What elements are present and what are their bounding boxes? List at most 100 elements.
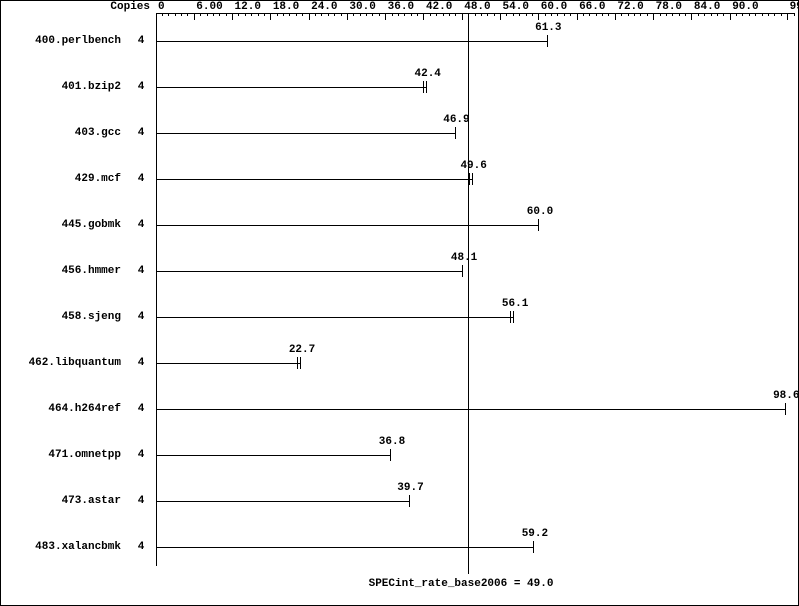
x-tick-minor	[207, 13, 208, 16]
x-tick-minor	[628, 13, 629, 16]
x-tick-minor	[283, 13, 284, 16]
bar-end-tick	[426, 81, 427, 93]
bar-line	[156, 271, 463, 272]
x-tick-minor	[328, 13, 329, 16]
benchmark-name: 400.perlbench	[1, 35, 121, 47]
x-tick-minor	[481, 13, 482, 16]
x-tick-label: 84.0	[694, 1, 720, 13]
bar-end-tick-2	[423, 81, 424, 93]
x-tick-minor	[162, 13, 163, 16]
x-tick-minor	[436, 13, 437, 16]
x-tick-major	[194, 13, 195, 20]
value-label: 48.1	[451, 252, 477, 264]
benchmark-name: 401.bzip2	[1, 81, 121, 93]
bar-end-tick-2	[510, 311, 511, 323]
x-tick-minor	[679, 13, 680, 16]
x-tick-major	[309, 13, 310, 20]
x-tick-minor	[513, 13, 514, 16]
value-label: 98.6	[773, 390, 799, 402]
bar-end-tick	[390, 449, 391, 461]
x-tick-major	[653, 13, 654, 20]
x-tick-minor	[672, 13, 673, 16]
copies-value: 4	[131, 449, 151, 461]
x-tick-minor	[589, 13, 590, 16]
x-tick-minor	[640, 13, 641, 16]
x-tick-minor	[768, 13, 769, 16]
reference-line	[468, 13, 470, 574]
row-ref-tick	[468, 403, 469, 415]
x-tick-label: 6.00	[196, 1, 222, 13]
x-tick-minor	[781, 13, 782, 16]
bar-end-tick	[513, 311, 514, 323]
benchmark-name: 473.astar	[1, 495, 121, 507]
x-tick-label: 90.0	[732, 1, 758, 13]
x-tick-minor	[258, 13, 259, 16]
x-tick-minor	[583, 13, 584, 16]
x-tick-minor	[660, 13, 661, 16]
x-tick-minor	[666, 13, 667, 16]
x-tick-minor	[519, 13, 520, 16]
bar-end-tick	[462, 265, 463, 277]
row-ref-tick	[468, 311, 469, 323]
value-label: 60.0	[527, 206, 553, 218]
value-label: 39.7	[397, 482, 423, 494]
value-label: 36.8	[379, 436, 405, 448]
bar-end-tick	[409, 495, 410, 507]
x-tick-major	[462, 13, 463, 20]
copies-value: 4	[131, 127, 151, 139]
x-tick-minor	[398, 13, 399, 16]
x-tick-major	[730, 13, 731, 20]
x-tick-minor	[353, 13, 354, 16]
x-tick-minor	[487, 13, 488, 16]
x-tick-label: 72.0	[617, 1, 643, 13]
bar-line	[156, 317, 514, 318]
x-tick-major	[385, 13, 386, 20]
x-tick-minor	[455, 13, 456, 16]
benchmark-name: 462.libquantum	[1, 357, 121, 369]
benchmark-name: 429.mcf	[1, 173, 121, 185]
value-label: 59.2	[522, 528, 548, 540]
x-tick-minor	[526, 13, 527, 16]
benchmark-name: 403.gcc	[1, 127, 121, 139]
x-tick-minor	[277, 13, 278, 16]
x-tick-minor	[685, 13, 686, 16]
x-tick-minor	[532, 13, 533, 16]
x-tick-label: 36.0	[388, 1, 414, 13]
x-tick-minor	[749, 13, 750, 16]
copies-value: 4	[131, 173, 151, 185]
bar-end-tick	[472, 173, 473, 185]
bar-line	[156, 133, 455, 134]
reference-label: SPECint_rate_base2006 = 49.0	[369, 578, 554, 590]
x-tick-minor	[213, 13, 214, 16]
value-label: 46.9	[443, 114, 469, 126]
x-tick-minor	[774, 13, 775, 16]
x-tick-label: 99.0	[790, 1, 799, 13]
x-tick-minor	[621, 13, 622, 16]
benchmark-name: 471.omnetpp	[1, 449, 121, 461]
x-tick-minor	[647, 13, 648, 16]
copies-value: 4	[131, 403, 151, 415]
x-tick-major	[156, 13, 157, 20]
bar-line	[156, 41, 547, 42]
copies-value: 4	[131, 357, 151, 369]
x-tick-minor	[449, 13, 450, 16]
bar-line	[156, 455, 391, 456]
x-tick-minor	[289, 13, 290, 16]
x-tick-minor	[711, 13, 712, 16]
x-tick-minor	[596, 13, 597, 16]
x-tick-major	[423, 13, 424, 20]
bar-end-tick-2	[469, 173, 470, 185]
x-tick-label: 30.0	[349, 1, 375, 13]
x-tick-minor	[411, 13, 412, 16]
y-axis-line	[156, 13, 157, 566]
x-tick-minor	[557, 13, 558, 16]
bar-end-tick	[300, 357, 301, 369]
x-tick-minor	[545, 13, 546, 16]
x-tick-major	[538, 13, 539, 20]
benchmark-name: 458.sjeng	[1, 311, 121, 323]
x-tick-minor	[794, 13, 795, 16]
bar-line	[156, 363, 301, 364]
x-tick-minor	[175, 13, 176, 16]
x-tick-minor	[602, 13, 603, 16]
bar-end-tick	[533, 541, 534, 553]
